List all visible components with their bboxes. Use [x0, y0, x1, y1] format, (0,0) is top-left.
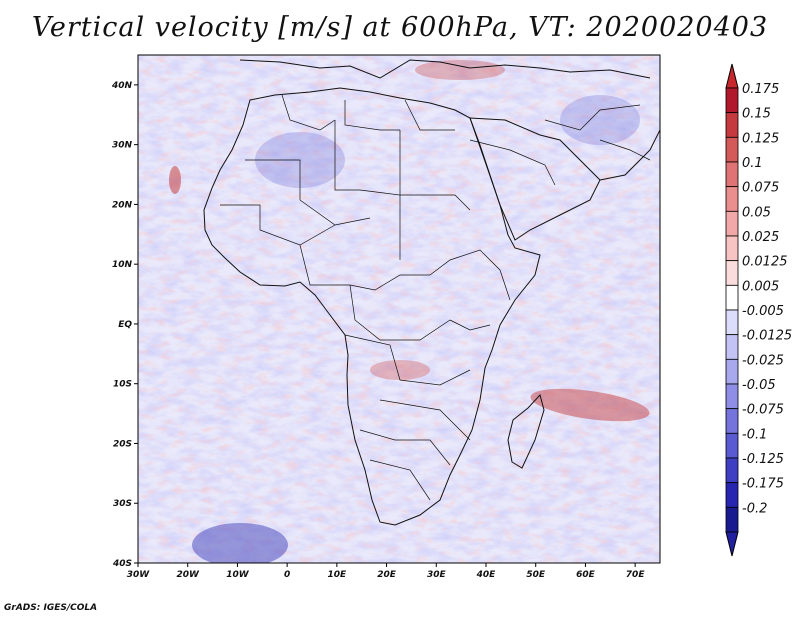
colorbar-label: -0.005: [742, 304, 784, 319]
colorbar-label: -0.05: [742, 378, 776, 393]
lon-tick-label: 40E: [476, 570, 497, 580]
colorbar-label: 0.1: [742, 156, 763, 171]
colorbar-label: 0.15: [742, 107, 771, 122]
colorbar-label: 0.005: [742, 279, 779, 294]
colorbar-swatch: [725, 506, 739, 533]
colorbar-swatch: [725, 136, 739, 163]
europe-coastline: [239, 59, 651, 79]
lon-tick-label: 20E: [377, 570, 397, 580]
colorbar-label: -0.025: [742, 353, 784, 368]
madagascar-coastline: [507, 393, 545, 469]
arabia-coastline: [469, 117, 601, 241]
colorbar-label: 0.025: [742, 230, 779, 245]
colorbar-swatch: [725, 457, 739, 484]
updraft-atlantic: [169, 166, 181, 194]
lat-tick-label: EQ: [118, 320, 132, 330]
map-frame: [137, 54, 661, 564]
lon-tick-label: 10W: [226, 570, 250, 580]
lon-tick-label: 20W: [176, 570, 200, 580]
colorbar-label: -0.1: [742, 427, 767, 442]
lon-tick-label: 60E: [576, 570, 596, 580]
lat-tick-label: 40N: [111, 81, 133, 91]
lon-tick-label: 30E: [427, 570, 447, 580]
colorbar-swatch: [725, 309, 739, 336]
colorbar: 0.175 0.15 0.125 0.1 0.075 0.05 0.025 0.0125 0.0…: [725, 63, 792, 557]
lon-tick-label: 70E: [626, 570, 646, 580]
updraft-north-africa: [415, 60, 505, 80]
map-title: Vertical velocity [m/s] at 600hPa, VT: 2…: [31, 12, 769, 43]
colorbar-label: 0.05: [742, 205, 771, 220]
colorbar-swatch: [725, 235, 739, 262]
colorbar-label: 0.0125: [742, 255, 788, 270]
lat-axis: 40N 30N 20N 10N EQ 10S 20S 30S 40S: [111, 81, 138, 569]
asia-coastline: [599, 129, 660, 181]
colorbar-label: -0.175: [742, 477, 784, 492]
colorbar-swatch: [725, 161, 739, 188]
colorbar-swatch: [725, 432, 739, 459]
colorbar-swatch: [725, 358, 739, 385]
lon-tick-label: 0: [284, 570, 290, 580]
updraft-congo: [370, 360, 430, 380]
colorbar-swatch: [725, 408, 739, 434]
colorbar-label: -0.2: [742, 501, 767, 516]
colorbar-swatch: [725, 186, 739, 212]
lat-tick-label: 10N: [112, 260, 133, 270]
colorbar-swatch: [725, 112, 739, 138]
colorbar-label: 0.075: [742, 181, 779, 196]
coastlines: [203, 59, 660, 526]
updraft-indian-ocean: [530, 388, 650, 422]
colorbar-swatch: [725, 260, 739, 286]
lat-tick-label: 40S: [112, 559, 132, 569]
downdraft-arabia: [560, 95, 640, 145]
velocity-field: [138, 55, 660, 563]
lon-tick-label: 10E: [328, 570, 348, 580]
colorbar-swatch: [725, 87, 739, 114]
lat-tick-label: 10S: [113, 380, 132, 390]
colorbar-swatch: [725, 383, 739, 410]
lat-tick-label: 30N: [112, 141, 133, 151]
colorbar-label: -0.125: [742, 452, 784, 467]
lat-tick-label: 20S: [113, 439, 132, 449]
colorbar-swatch: [725, 482, 739, 508]
colorbar-swatch: [725, 284, 739, 311]
lat-tick-label: 30S: [113, 499, 132, 509]
country-borders: [220, 94, 651, 501]
colorbar-label: -0.0125: [742, 329, 792, 344]
grads-credit: GrADS: IGES/COLA: [4, 603, 98, 613]
colorbar-bottom-arrow: [725, 531, 739, 557]
lon-axis: 30W 20W 10W 0 10E 20E 30E 40E 50E 60E 70E: [127, 563, 646, 580]
colorbar-label: 0.125: [742, 131, 779, 146]
colorbar-label: 0.175: [742, 82, 779, 97]
colorbar-label: -0.075: [742, 403, 784, 418]
colorbar-top-arrow: [725, 63, 739, 89]
lon-tick-label: 50E: [526, 570, 546, 580]
colorbar-swatch: [725, 210, 739, 237]
colorbar-swatch: [725, 334, 739, 360]
lat-tick-label: 20N: [112, 200, 133, 210]
downdraft-south-atlantic: [192, 523, 288, 563]
lon-tick-label: 30W: [127, 570, 151, 580]
